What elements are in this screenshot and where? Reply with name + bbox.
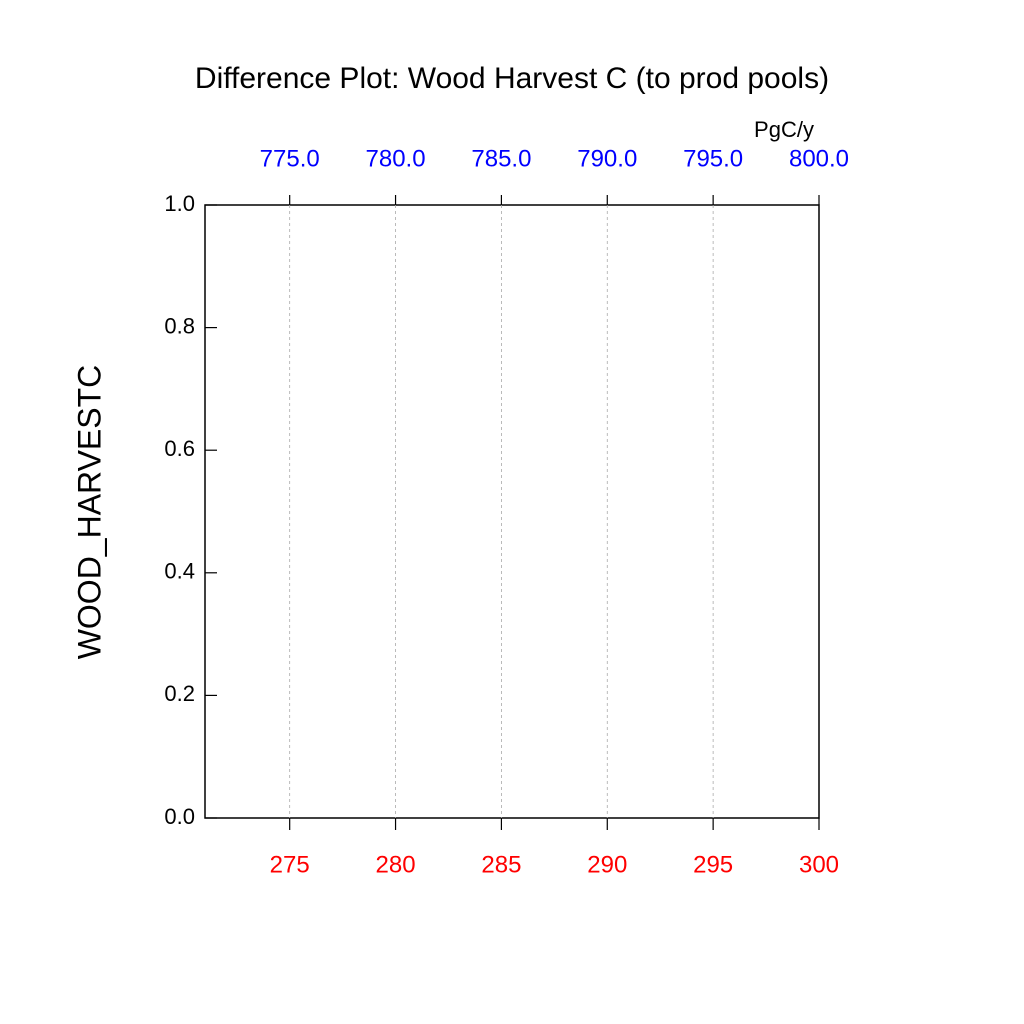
x2-tick-label: 775.0 — [260, 145, 320, 172]
x-tick-label: 275 — [270, 851, 310, 878]
x2-tick-label: 795.0 — [683, 145, 743, 172]
x2-tick-label: 800.0 — [789, 145, 849, 172]
x-tick-label: 300 — [799, 851, 839, 878]
y-tick-label: 0.8 — [164, 313, 195, 338]
plot-frame — [204, 204, 820, 819]
x-tick-label: 295 — [693, 851, 733, 878]
x-tick-label: 290 — [587, 851, 627, 878]
y-axis-label: WOOD_HARVESTC — [71, 365, 107, 660]
y-tick-label: 0.2 — [164, 681, 195, 706]
x2-tick-label: 790.0 — [577, 145, 637, 172]
y-tick-label: 0.6 — [164, 436, 195, 461]
y-tick-label: 0.4 — [164, 559, 195, 584]
chart-title: Difference Plot: Wood Harvest C (to prod… — [195, 62, 829, 95]
x2-axis-label: PgC/y — [754, 117, 814, 142]
x2-tick-label: 785.0 — [471, 145, 531, 172]
x2-tick-label: 780.0 — [366, 145, 426, 172]
x-tick-label: 280 — [376, 851, 416, 878]
y-tick-label: 0.0 — [164, 804, 195, 829]
y-tick-label: 1.0 — [164, 191, 195, 216]
x-tick-label: 285 — [481, 851, 521, 878]
